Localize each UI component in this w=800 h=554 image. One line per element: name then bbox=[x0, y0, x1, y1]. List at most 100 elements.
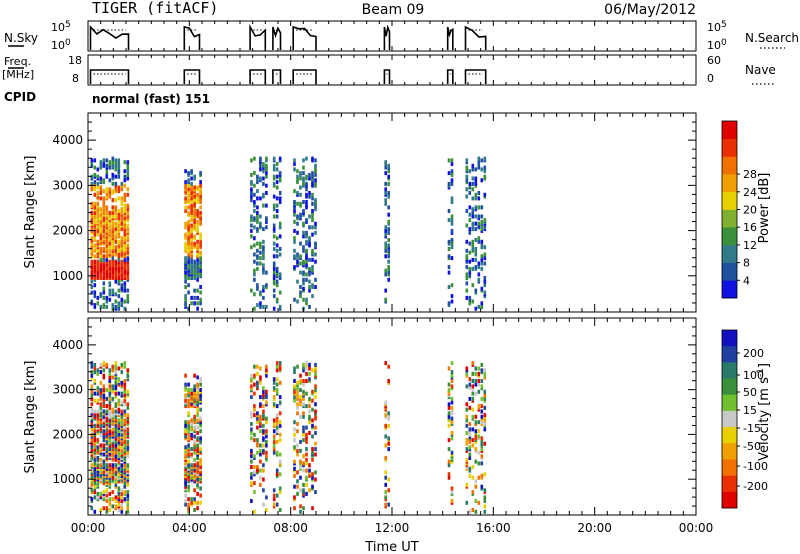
data-cell bbox=[305, 230, 308, 235]
data-cell bbox=[187, 502, 190, 507]
data-cell bbox=[253, 252, 256, 257]
data-cell bbox=[447, 239, 451, 244]
data-cell bbox=[93, 391, 97, 396]
data-cell bbox=[465, 457, 469, 462]
data-cell bbox=[480, 225, 484, 230]
data-cell bbox=[308, 420, 311, 425]
data-cell bbox=[299, 294, 302, 299]
data-cell bbox=[99, 411, 103, 416]
data-cell bbox=[278, 411, 282, 416]
data-cell bbox=[259, 290, 262, 295]
data-cell bbox=[314, 178, 317, 183]
data-cell bbox=[102, 158, 106, 163]
data-cell bbox=[471, 465, 475, 469]
data-cell bbox=[275, 272, 279, 277]
data-cell bbox=[314, 198, 317, 203]
data-cell bbox=[480, 158, 484, 163]
data-cell bbox=[483, 472, 487, 477]
data-cell bbox=[384, 495, 387, 500]
data-cell bbox=[293, 200, 296, 204]
data-cell bbox=[90, 448, 94, 453]
data-cell bbox=[474, 181, 478, 186]
data-cell bbox=[99, 247, 103, 251]
colorbar-cell bbox=[722, 427, 737, 444]
data-cell bbox=[114, 391, 118, 396]
data-cell bbox=[190, 301, 193, 306]
y-tick-label: 2000 bbox=[52, 224, 83, 238]
data-cell bbox=[253, 454, 256, 459]
data-cell bbox=[114, 380, 118, 385]
data-cell bbox=[293, 384, 296, 389]
data-cell bbox=[99, 405, 103, 410]
data-cell bbox=[477, 389, 481, 394]
data-cell bbox=[253, 382, 256, 387]
data-cell bbox=[305, 452, 308, 457]
data-cell bbox=[474, 221, 478, 226]
data-cell bbox=[93, 227, 97, 232]
data-cell bbox=[250, 499, 253, 503]
data-cell bbox=[265, 443, 268, 448]
data-cell bbox=[90, 185, 94, 190]
data-cell bbox=[296, 256, 299, 261]
data-cell bbox=[265, 225, 268, 230]
data-cell bbox=[184, 196, 187, 201]
data-cell bbox=[311, 368, 314, 373]
data-cell bbox=[253, 432, 256, 437]
data-cell bbox=[199, 205, 202, 210]
data-cell bbox=[471, 210, 475, 215]
data-cell bbox=[272, 294, 276, 299]
data-cell bbox=[90, 482, 94, 487]
data-cell bbox=[123, 254, 127, 259]
data-cell bbox=[126, 368, 130, 373]
data-cell bbox=[314, 477, 317, 482]
data-cell bbox=[480, 205, 484, 210]
data-cell bbox=[471, 414, 475, 419]
data-cell bbox=[293, 219, 296, 224]
data-cell bbox=[199, 297, 202, 302]
data-cell bbox=[275, 185, 279, 190]
data-cell bbox=[108, 379, 112, 383]
data-cell bbox=[187, 227, 190, 232]
data-cell bbox=[278, 221, 282, 226]
data-cell bbox=[447, 301, 451, 306]
data-cell bbox=[90, 463, 94, 468]
data-cell bbox=[384, 443, 387, 448]
data-cell bbox=[299, 185, 302, 190]
data-cell bbox=[272, 227, 276, 232]
data-cell bbox=[275, 388, 279, 392]
data-cell bbox=[299, 465, 302, 469]
data-cell bbox=[262, 436, 265, 441]
data-cell bbox=[93, 192, 97, 197]
data-cell bbox=[272, 207, 276, 212]
data-cell bbox=[278, 247, 282, 251]
data-cell bbox=[196, 482, 199, 487]
data-cell bbox=[311, 268, 314, 273]
data-cell bbox=[272, 156, 276, 161]
data-cell bbox=[299, 241, 302, 246]
data-cell bbox=[120, 216, 124, 221]
data-cell bbox=[99, 443, 103, 448]
data-cell bbox=[278, 156, 282, 161]
data-cell bbox=[90, 290, 94, 295]
data-cell bbox=[450, 238, 454, 242]
data-cell bbox=[480, 420, 484, 425]
data-cell bbox=[302, 158, 305, 163]
data-cell bbox=[296, 380, 299, 385]
data-cell bbox=[272, 402, 276, 407]
data-cell bbox=[483, 504, 487, 509]
data-cell bbox=[450, 162, 454, 166]
data-cell bbox=[474, 429, 478, 434]
data-cell bbox=[305, 436, 308, 441]
data-cell bbox=[311, 457, 314, 462]
freq-label-top: Freq. bbox=[4, 55, 31, 68]
data-cell bbox=[471, 299, 475, 304]
data-cell bbox=[250, 245, 253, 250]
data-cell bbox=[114, 366, 118, 371]
colorbar-cell bbox=[722, 346, 737, 363]
data-cell bbox=[293, 297, 296, 302]
data-cell bbox=[465, 223, 469, 228]
data-cell bbox=[126, 276, 130, 280]
data-cell bbox=[123, 393, 127, 398]
data-cell bbox=[256, 380, 259, 385]
data-cell bbox=[190, 169, 193, 174]
